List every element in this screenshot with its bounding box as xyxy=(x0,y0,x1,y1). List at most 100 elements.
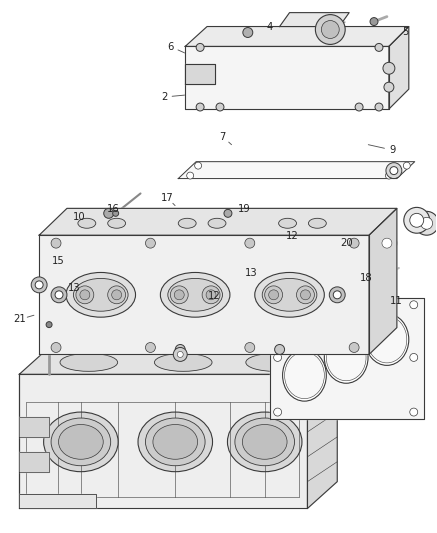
Circle shape xyxy=(349,343,359,352)
Polygon shape xyxy=(270,298,424,419)
Circle shape xyxy=(170,286,188,304)
Circle shape xyxy=(355,103,363,111)
Ellipse shape xyxy=(284,352,324,399)
Polygon shape xyxy=(19,494,96,508)
Circle shape xyxy=(76,286,94,304)
Circle shape xyxy=(410,301,418,309)
Circle shape xyxy=(321,21,339,38)
Text: 11: 11 xyxy=(390,296,403,306)
Circle shape xyxy=(51,287,67,303)
Ellipse shape xyxy=(243,424,287,459)
Circle shape xyxy=(216,103,224,111)
Circle shape xyxy=(274,408,281,416)
Circle shape xyxy=(383,62,395,74)
Polygon shape xyxy=(39,235,369,354)
Text: 17: 17 xyxy=(161,192,173,203)
Circle shape xyxy=(104,208,114,219)
Ellipse shape xyxy=(78,219,96,228)
Circle shape xyxy=(245,238,255,248)
Ellipse shape xyxy=(235,418,295,466)
Polygon shape xyxy=(185,27,409,46)
Circle shape xyxy=(274,344,284,354)
Circle shape xyxy=(404,207,430,233)
Polygon shape xyxy=(308,348,337,508)
Text: 21: 21 xyxy=(13,314,26,325)
Ellipse shape xyxy=(309,219,326,228)
Circle shape xyxy=(108,286,125,304)
Circle shape xyxy=(187,172,194,179)
Circle shape xyxy=(329,287,345,303)
Ellipse shape xyxy=(160,272,230,317)
Circle shape xyxy=(316,14,345,44)
Circle shape xyxy=(274,301,281,309)
Ellipse shape xyxy=(154,353,212,372)
Ellipse shape xyxy=(262,278,317,311)
Circle shape xyxy=(296,286,314,304)
Text: 20: 20 xyxy=(340,238,353,248)
Text: 19: 19 xyxy=(238,204,251,214)
Polygon shape xyxy=(19,374,308,508)
Polygon shape xyxy=(178,161,415,179)
Circle shape xyxy=(403,162,410,169)
Circle shape xyxy=(146,343,156,352)
Ellipse shape xyxy=(326,334,366,381)
Polygon shape xyxy=(185,46,389,109)
Circle shape xyxy=(177,351,183,358)
Ellipse shape xyxy=(255,272,324,317)
Circle shape xyxy=(386,163,402,179)
Circle shape xyxy=(410,353,418,361)
Polygon shape xyxy=(369,208,397,354)
Ellipse shape xyxy=(66,272,135,317)
Circle shape xyxy=(51,343,61,352)
Circle shape xyxy=(224,209,232,217)
Ellipse shape xyxy=(283,350,326,401)
Ellipse shape xyxy=(208,219,226,228)
Ellipse shape xyxy=(60,353,118,372)
Circle shape xyxy=(384,248,394,258)
Circle shape xyxy=(206,290,216,300)
Polygon shape xyxy=(185,64,215,84)
Text: 10: 10 xyxy=(73,212,86,222)
Circle shape xyxy=(196,43,204,51)
Circle shape xyxy=(375,103,383,111)
Circle shape xyxy=(265,286,283,304)
Ellipse shape xyxy=(59,424,103,459)
Ellipse shape xyxy=(146,418,205,466)
Ellipse shape xyxy=(108,219,125,228)
Circle shape xyxy=(377,233,397,253)
Text: 15: 15 xyxy=(52,256,64,266)
Circle shape xyxy=(51,238,61,248)
Text: 5: 5 xyxy=(402,27,409,37)
Ellipse shape xyxy=(279,219,296,228)
Ellipse shape xyxy=(178,219,196,228)
Polygon shape xyxy=(19,452,49,472)
Text: 13: 13 xyxy=(68,282,81,293)
Text: 9: 9 xyxy=(389,145,395,155)
Text: 18: 18 xyxy=(360,273,372,283)
Circle shape xyxy=(174,290,184,300)
Circle shape xyxy=(31,277,47,293)
Circle shape xyxy=(245,343,255,352)
Ellipse shape xyxy=(365,314,409,365)
Circle shape xyxy=(385,172,392,179)
Circle shape xyxy=(175,344,185,354)
Circle shape xyxy=(35,281,43,289)
Ellipse shape xyxy=(246,353,303,372)
Circle shape xyxy=(202,286,220,304)
Circle shape xyxy=(349,265,359,275)
Circle shape xyxy=(80,290,90,300)
Polygon shape xyxy=(19,417,49,437)
Circle shape xyxy=(243,28,253,37)
Text: 12: 12 xyxy=(208,290,221,301)
Circle shape xyxy=(415,212,437,235)
Circle shape xyxy=(146,238,156,248)
Circle shape xyxy=(301,290,310,300)
Circle shape xyxy=(421,217,433,229)
Ellipse shape xyxy=(73,278,128,311)
Circle shape xyxy=(370,18,378,26)
Circle shape xyxy=(46,321,52,328)
Circle shape xyxy=(173,348,187,361)
Ellipse shape xyxy=(367,316,407,363)
Circle shape xyxy=(113,211,118,216)
Circle shape xyxy=(112,290,121,300)
